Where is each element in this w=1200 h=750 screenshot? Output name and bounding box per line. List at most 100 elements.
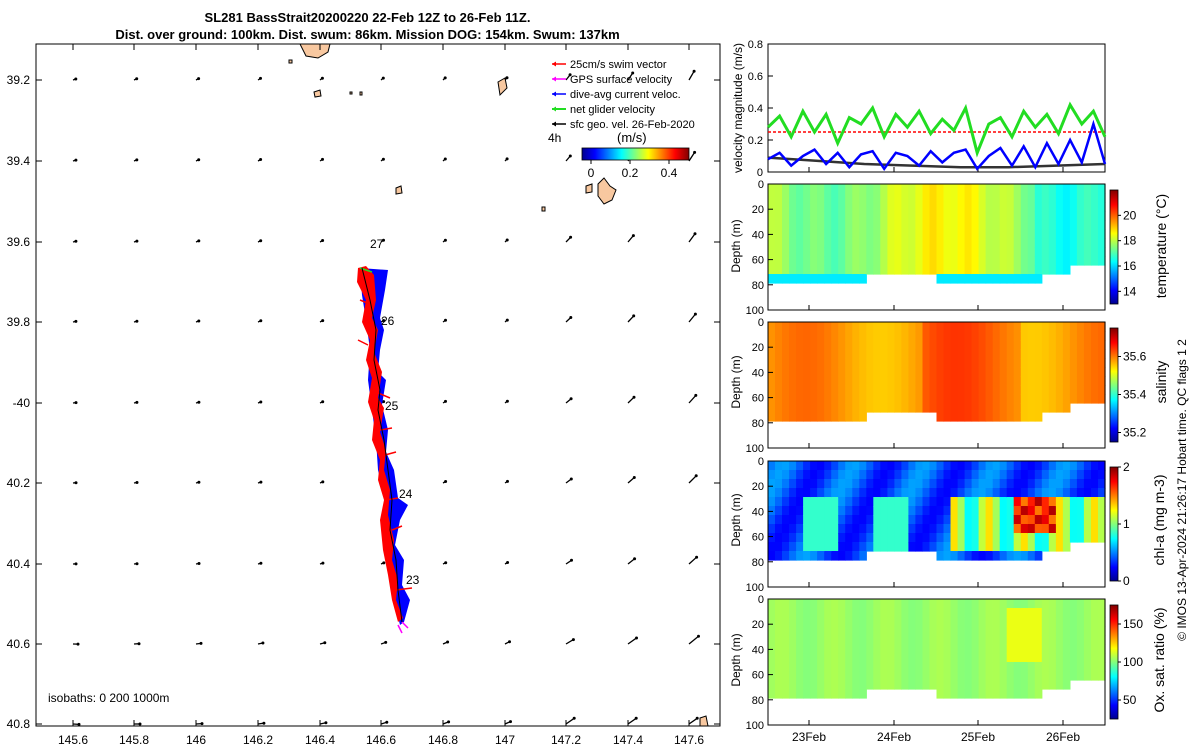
heatmap-cell xyxy=(1055,662,1064,672)
heatmap-cell xyxy=(971,349,980,359)
heatmap-cell xyxy=(817,331,825,341)
heatmap-cell xyxy=(1027,635,1036,645)
heatmap-cell xyxy=(957,599,966,609)
heatmap-cell xyxy=(894,671,902,681)
heatmap-cell xyxy=(1020,680,1029,690)
heatmap-cell xyxy=(782,689,790,699)
heatmap-cell xyxy=(866,184,874,194)
heatmap-cell xyxy=(880,680,888,690)
heatmap-cell xyxy=(1062,331,1071,341)
heatmap-cell xyxy=(1006,265,1015,275)
heatmap-cell xyxy=(1062,479,1071,489)
heatmap-cell xyxy=(936,322,945,332)
heatmap-cell xyxy=(922,247,931,257)
heatmap-cell xyxy=(922,626,931,636)
heatmap-cell xyxy=(852,608,860,618)
heatmap-cell xyxy=(929,247,938,257)
heatmap-cell xyxy=(887,265,895,275)
geo-arrow-head xyxy=(634,716,638,720)
heatmap-cell xyxy=(824,662,832,672)
heatmap-cell xyxy=(915,542,923,552)
heatmap-cell xyxy=(922,193,931,203)
heatmap-cell xyxy=(831,617,839,627)
heatmap-cell xyxy=(866,533,874,543)
geo-arrow xyxy=(688,313,696,323)
heatmap-cell xyxy=(810,515,818,525)
heatmap-cell xyxy=(915,653,923,663)
heatmap-cell xyxy=(873,608,881,618)
heatmap-cell xyxy=(803,403,811,413)
heatmap-cell xyxy=(845,542,853,552)
heatmap-cell xyxy=(957,461,966,471)
heatmap-cell xyxy=(1098,394,1106,404)
heatmap-cell xyxy=(824,274,832,284)
heatmap-cell xyxy=(957,506,966,516)
heatmap-cell xyxy=(1041,220,1050,230)
heatmap-cell xyxy=(831,349,839,359)
heatmap-cell xyxy=(810,367,818,377)
x-tick-label: 146.6 xyxy=(366,733,396,747)
colorbar-tick-label: 50 xyxy=(1123,693,1137,707)
heatmap-cell xyxy=(866,461,874,471)
geo-arrow-head xyxy=(74,319,78,323)
heatmap-cell xyxy=(831,461,839,471)
heatmap-cell xyxy=(936,470,945,480)
heatmap-cell xyxy=(936,412,945,422)
heatmap-cell xyxy=(1006,470,1015,480)
heatmap-cell xyxy=(894,617,902,627)
heatmap-cell xyxy=(838,193,846,203)
heatmap-cell xyxy=(810,680,818,690)
heatmap-cell xyxy=(1006,229,1015,239)
heatmap-cell xyxy=(1055,403,1064,413)
x-tick-label: 145.8 xyxy=(119,733,149,747)
heatmap-cell xyxy=(859,256,867,266)
heatmap-cell xyxy=(1069,358,1078,368)
heatmap-cell xyxy=(901,193,909,203)
heatmap-cell xyxy=(789,533,797,543)
heatmap-cell xyxy=(796,256,804,266)
heatmap-cell xyxy=(824,461,832,471)
heatmap-cell xyxy=(817,412,825,422)
heatmap-cell xyxy=(873,394,881,404)
heatmap-cell xyxy=(796,497,804,507)
heatmap-cell xyxy=(999,689,1008,699)
heatmap-cell xyxy=(796,184,804,194)
heatmap-cell xyxy=(1020,635,1029,645)
heatmap-cell xyxy=(1069,349,1078,359)
heatmap-cell xyxy=(957,617,966,627)
heatmap-cell xyxy=(1041,644,1050,654)
heatmap-cell xyxy=(985,403,994,413)
heatmap-cell xyxy=(894,331,902,341)
colorbar-tick-label: 18 xyxy=(1123,234,1137,248)
heatmap-cell xyxy=(1069,626,1078,636)
heatmap-cell xyxy=(936,497,945,507)
heatmap-cell xyxy=(943,340,952,350)
heatmap-cell xyxy=(796,644,804,654)
heatmap-cell xyxy=(985,515,994,525)
heatmap-cell xyxy=(943,524,952,534)
heatmap-cell xyxy=(789,238,797,248)
heatmap-cell xyxy=(1098,358,1106,368)
heatmap-cell xyxy=(992,533,1001,543)
geo-arrow-head xyxy=(76,642,80,646)
heatmap-cell xyxy=(915,403,923,413)
heatmap-cell xyxy=(1048,626,1057,636)
heatmap-cell xyxy=(936,193,945,203)
heatmap-cell xyxy=(1027,506,1036,516)
heatmap-cell xyxy=(936,644,945,654)
heatmap-cell xyxy=(1091,220,1099,230)
heatmap-cell xyxy=(1006,322,1015,332)
heatmap-cell xyxy=(964,340,973,350)
heatmap-cell xyxy=(789,247,797,257)
heatmap-cell xyxy=(838,479,846,489)
heatmap-cell xyxy=(887,524,895,534)
chla-colorbar-label: chl-a (mg m-3) xyxy=(1151,474,1167,565)
heatmap-cell xyxy=(943,533,952,543)
heatmap-cell xyxy=(1091,524,1099,534)
heatmap-cell xyxy=(1083,340,1092,350)
heatmap-cell xyxy=(1048,229,1057,239)
heatmap-cell xyxy=(1034,461,1043,471)
heatmap-cell xyxy=(908,497,916,507)
heatmap-cell xyxy=(978,220,987,230)
geo-arrow-head xyxy=(197,480,201,484)
